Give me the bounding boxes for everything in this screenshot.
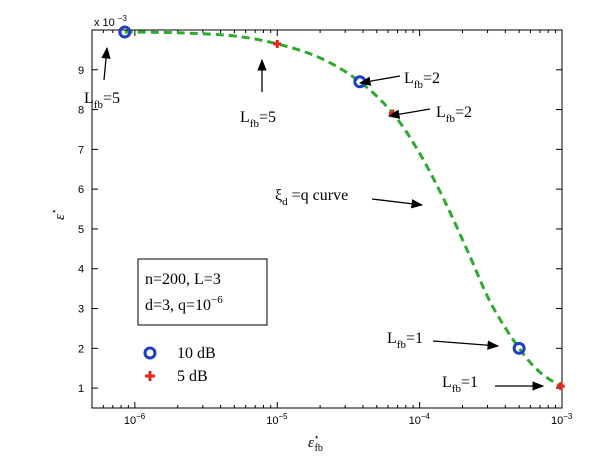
marker-10db xyxy=(512,341,526,355)
plot-frame xyxy=(91,29,563,409)
y-axis-label: ε⋆ xyxy=(49,208,68,220)
tick-labels: 10−6 10−5 10−4 10−3 1 2 3 4 5 6 7 8 9 xyxy=(78,65,573,427)
y-tick-label: 5 xyxy=(78,224,84,236)
y-tick-label: 9 xyxy=(78,65,84,77)
label-lfb1-10db: Lfb=1 xyxy=(387,330,423,351)
marker-10db xyxy=(118,25,132,39)
annotation-arrows xyxy=(101,46,545,391)
info-box-line2: d=3, q=10−6 xyxy=(145,294,223,314)
label-lfb1-5db: Lfb=1 xyxy=(442,374,478,395)
y-tick-label: 3 xyxy=(78,304,84,316)
label-xi-curve: ξd =q curve xyxy=(275,187,348,208)
label-lfb2-5db: Lfb=2 xyxy=(436,104,472,125)
label-lfb5-5db: Lfb=5 xyxy=(240,109,276,130)
legend-label-10db: 10 dB xyxy=(177,345,216,362)
info-box-line1: n=200, L=3 xyxy=(145,271,221,288)
x-tick-label: 10−4 xyxy=(409,412,431,427)
legend-marker-10db xyxy=(143,346,157,360)
info-box xyxy=(137,258,268,326)
x-tick-label: 10−3 xyxy=(551,412,573,427)
legend-marker-5db xyxy=(145,371,155,381)
y-tick-label: 4 xyxy=(78,264,84,276)
x-tick-label: 10−6 xyxy=(124,412,146,427)
legend-label-5db: 5 dB xyxy=(177,368,208,385)
xi-curve xyxy=(124,30,562,388)
arrow-lfb5-10db xyxy=(101,46,111,81)
y-tick-label: 2 xyxy=(78,343,84,355)
arrow-xi-curve xyxy=(371,198,424,209)
y-tick-label: 6 xyxy=(78,184,84,196)
arrow-lfb1-10db xyxy=(432,340,500,350)
y-tick-label: 7 xyxy=(78,144,84,156)
y-tick-label: 1 xyxy=(78,383,84,395)
x-tick-label: 10−5 xyxy=(266,412,288,427)
legend: 10 dB 5 dB xyxy=(143,345,216,385)
arrow-lfb2-5db xyxy=(387,108,431,119)
arrow-lfb2-10db xyxy=(358,75,401,86)
y-tick-label: 8 xyxy=(78,105,84,117)
label-lfb5-10db: Lfb=5 xyxy=(84,90,120,111)
x-axis-label: ε⋆ fb xyxy=(308,432,323,454)
marker-5db xyxy=(273,39,282,48)
label-lfb2-10db: Lfb=2 xyxy=(404,70,440,91)
tick-marks xyxy=(91,30,563,408)
y-multiplier: x 10 −3 xyxy=(94,14,128,29)
marker-5db xyxy=(556,382,565,391)
